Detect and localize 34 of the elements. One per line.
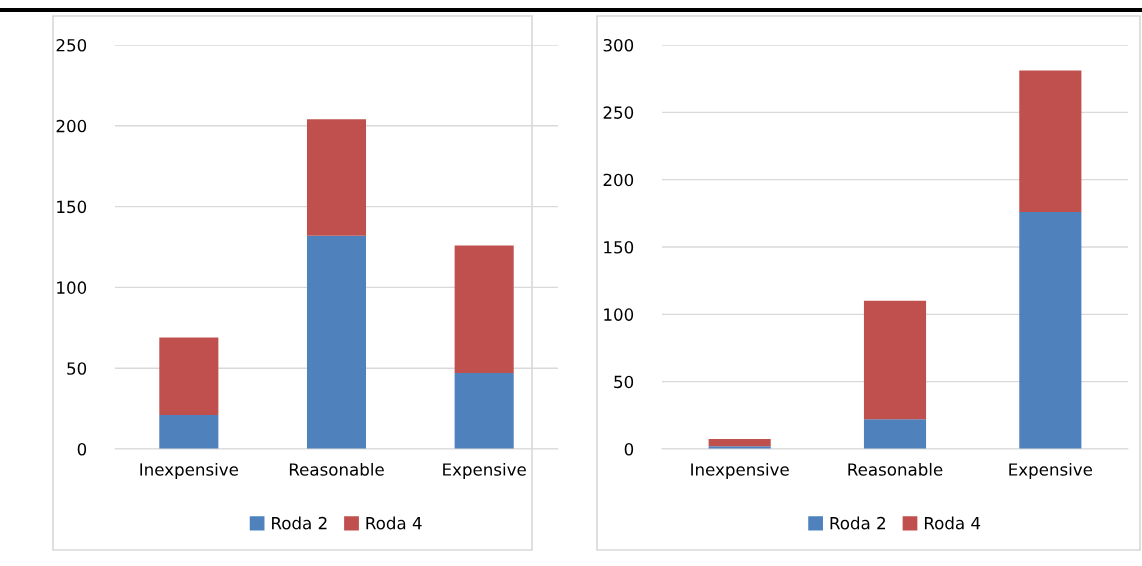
x-tick-label: Reasonable — [289, 462, 384, 476]
x-tick-label: Reasonable — [848, 462, 943, 476]
bar — [1019, 70, 1082, 212]
y-tick-label: 200 — [56, 119, 87, 133]
y-tick-label: 100 — [57, 281, 87, 294]
y-tick-label: 300 — [603, 38, 634, 52]
legend-label: Roda 2 — [830, 516, 885, 530]
bar — [306, 119, 367, 236]
legend-label: Roda 4 — [924, 516, 981, 530]
bar — [863, 419, 927, 449]
y-tick-label: 150 — [604, 240, 634, 254]
x-tick-label: Inexpensive — [691, 462, 789, 480]
bar — [454, 245, 514, 374]
bar — [1019, 211, 1082, 449]
bar — [863, 300, 927, 420]
y-tick-label: 0 — [77, 442, 87, 456]
y-tick-label: 100 — [604, 308, 634, 321]
y-tick-label: 250 — [603, 106, 634, 119]
y-tick-label: 150 — [57, 200, 87, 214]
legend-label: Roda 2 — [272, 516, 327, 530]
y-tick-label: 50 — [614, 375, 634, 389]
y-tick-label: 250 — [56, 38, 87, 52]
y-tick-label: 0 — [624, 442, 634, 456]
x-tick-label: Expensive — [1009, 462, 1093, 480]
bar — [708, 438, 771, 447]
bar — [454, 373, 514, 449]
y-tick-label: 200 — [603, 173, 634, 187]
bar — [306, 235, 367, 449]
bar — [159, 415, 219, 449]
x-tick-label: Expensive — [443, 462, 526, 480]
legend-label: Roda 4 — [366, 516, 422, 530]
y-tick-label: 50 — [67, 362, 87, 375]
x-tick-label: Inexpensive — [140, 462, 239, 480]
bar — [159, 337, 219, 416]
